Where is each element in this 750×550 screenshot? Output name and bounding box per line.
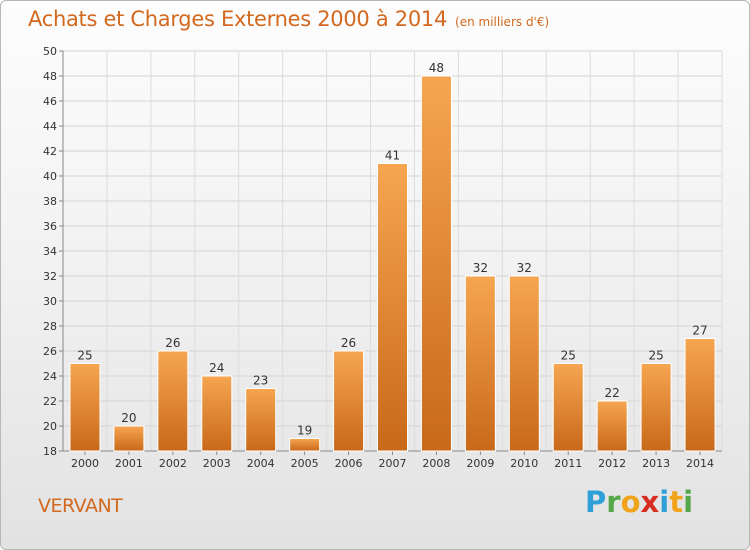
bar xyxy=(201,375,233,452)
y-tick-label: 50 xyxy=(43,45,57,58)
x-tick-label: 2013 xyxy=(642,457,670,470)
y-tick-label: 42 xyxy=(43,145,57,158)
x-tick-label: 2014 xyxy=(686,457,714,470)
logo-letter: r xyxy=(606,485,621,519)
y-tick-label: 40 xyxy=(43,170,57,183)
y-tick-label: 46 xyxy=(43,95,57,108)
x-tick-label: 2006 xyxy=(335,457,363,470)
data-label: 26 xyxy=(341,336,356,350)
chart-subtitle: (en milliers d'€) xyxy=(455,15,550,29)
y-tick-label: 26 xyxy=(43,345,57,358)
bar xyxy=(69,363,101,452)
logo-letter: i xyxy=(683,485,694,519)
data-label: 25 xyxy=(648,349,663,363)
y-tick-label: 24 xyxy=(43,370,57,383)
y-tick-label: 30 xyxy=(43,295,57,308)
y-tick-label: 44 xyxy=(43,120,57,133)
chart-title: Achats et Charges Externes 2000 à 2014 (e… xyxy=(28,7,549,31)
data-label: 32 xyxy=(517,261,532,275)
data-label: 23 xyxy=(253,374,268,388)
bar xyxy=(157,350,189,452)
bar xyxy=(684,338,716,452)
logo-letter: t xyxy=(669,485,684,519)
data-label: 22 xyxy=(605,386,620,400)
proxiti-logo[interactable]: Proxiti xyxy=(585,485,693,519)
x-tick-label: 2001 xyxy=(115,457,143,470)
data-label: 20 xyxy=(121,411,136,425)
y-tick-label: 28 xyxy=(43,320,57,333)
bar xyxy=(464,275,496,452)
bars xyxy=(69,75,716,452)
data-labels: 25 20 26 24 23 19 26 41 48 32 32 25 22 25 27 xyxy=(77,61,707,438)
x-tick-label: 2000 xyxy=(71,457,99,470)
bar xyxy=(508,275,540,452)
data-label: 25 xyxy=(561,349,576,363)
data-label: 41 xyxy=(385,149,400,163)
logo-letter: i xyxy=(659,485,670,519)
bar xyxy=(245,388,277,452)
y-tick-label: 20 xyxy=(43,420,57,433)
bar xyxy=(640,363,672,452)
logo-letter: x xyxy=(640,485,660,519)
x-tick-label: 2007 xyxy=(379,457,407,470)
x-tick-label: 2008 xyxy=(422,457,450,470)
bar xyxy=(377,163,408,452)
bar xyxy=(596,400,628,452)
data-label: 24 xyxy=(209,361,224,375)
chart-title-text: Achats et Charges Externes 2000 à 2014 xyxy=(28,7,448,31)
x-tick-label: 2010 xyxy=(510,457,538,470)
y-tick-label: 34 xyxy=(43,245,57,258)
x-tick-label: 2005 xyxy=(291,457,319,470)
x-tick-label: 2004 xyxy=(247,457,275,470)
bar xyxy=(113,425,145,452)
bar xyxy=(289,438,321,452)
x-tick-label: 2012 xyxy=(598,457,626,470)
y-tick-label: 48 xyxy=(43,70,57,83)
data-label: 19 xyxy=(297,424,312,438)
bar xyxy=(333,350,365,452)
y-tick-label: 18 xyxy=(43,445,57,458)
commune-name: VERVANT xyxy=(38,495,123,517)
y-tick-label: 38 xyxy=(43,195,57,208)
logo-letter: o xyxy=(620,485,641,519)
y-tick-label: 22 xyxy=(43,395,57,408)
data-label: 26 xyxy=(165,336,180,350)
y-tick-labels: 18 20 22 24 26 28 30 32 34 36 38 40 42 44 46 48 50 xyxy=(43,45,57,458)
x-tick-label: 2003 xyxy=(203,457,231,470)
data-label: 48 xyxy=(429,61,444,75)
data-label: 27 xyxy=(692,324,707,338)
data-label: 25 xyxy=(77,349,92,363)
x-tick-label: 2009 xyxy=(466,457,494,470)
x-tick-label: 2011 xyxy=(554,457,582,470)
y-tick-label: 32 xyxy=(43,270,57,283)
x-tick-labels: 2000 2001 2002 2003 2004 2005 2006 2007 2008 2009… xyxy=(71,457,714,470)
bar xyxy=(420,75,452,452)
x-tick-label: 2002 xyxy=(159,457,187,470)
data-label: 32 xyxy=(473,261,488,275)
y-tick-label: 36 xyxy=(43,220,57,233)
bar xyxy=(552,363,584,452)
logo-letter: P xyxy=(585,485,607,519)
